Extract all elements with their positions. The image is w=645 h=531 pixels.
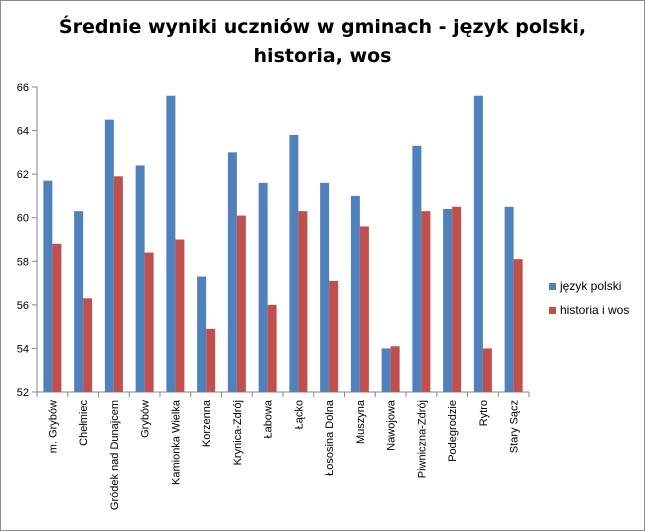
bar — [289, 134, 299, 392]
bar — [359, 226, 369, 392]
category-label: Muszyna — [355, 399, 367, 444]
category-label: Gródek nad Dunajcem — [109, 400, 121, 510]
bar — [473, 95, 483, 392]
category-label: m. Grybów — [47, 400, 59, 453]
bar — [135, 165, 145, 392]
y-tick-label: 64 — [17, 126, 29, 138]
bar — [258, 182, 268, 392]
y-tick-label: 54 — [17, 343, 29, 355]
bar — [329, 280, 339, 392]
bar — [452, 206, 462, 392]
bar — [350, 195, 360, 392]
legend-swatch — [549, 307, 556, 314]
bar — [144, 252, 154, 392]
category-label: Chełmiec — [78, 400, 90, 446]
category-label: Rytro — [478, 400, 490, 426]
bar — [513, 259, 523, 392]
bar — [206, 328, 216, 392]
bar — [412, 145, 422, 392]
bar — [504, 206, 514, 392]
category-label: Krynica-Zdrój — [232, 400, 244, 465]
legend-swatch — [549, 283, 556, 290]
bar — [113, 176, 123, 392]
bar — [320, 182, 330, 392]
category-label: Łabowa — [263, 399, 275, 438]
category-label: Kamionka Wielka — [170, 399, 182, 485]
category-label: Podegrodzie — [447, 400, 459, 462]
y-tick-label: 52 — [17, 387, 29, 399]
bar — [175, 239, 185, 392]
chart-title: Średnie wyniki uczniów w gminach - język… — [58, 16, 587, 67]
bar — [227, 152, 237, 392]
category-label: Łącko — [293, 400, 305, 429]
category-label: Piwniczna-Zdrój — [416, 400, 428, 478]
bar — [197, 276, 207, 392]
bar — [104, 119, 114, 392]
y-tick-label: 66 — [17, 82, 29, 94]
bar — [74, 211, 84, 392]
category-label: Nawojowa — [386, 399, 398, 451]
y-tick-label: 58 — [17, 256, 29, 268]
bar — [421, 211, 431, 392]
legend-label: historia i wos — [560, 303, 629, 317]
y-tick-label: 60 — [17, 213, 29, 225]
bar — [43, 180, 53, 392]
bar — [390, 346, 400, 392]
category-label: Łososina Dolna — [324, 399, 336, 476]
bar — [166, 95, 176, 392]
bar — [236, 215, 246, 392]
bar — [52, 243, 62, 392]
category-label: Stary Sącz — [509, 400, 521, 453]
legend-label: język polski — [559, 279, 621, 293]
bar — [482, 348, 492, 392]
bar — [443, 209, 453, 392]
bar — [298, 211, 308, 392]
bar — [381, 348, 391, 392]
category-label: Korzenna — [201, 399, 213, 447]
y-tick-label: 62 — [17, 169, 29, 181]
bar — [83, 298, 93, 392]
category-label: Grybów — [140, 400, 152, 438]
y-tick-label: 56 — [17, 300, 29, 312]
bar — [267, 304, 277, 392]
